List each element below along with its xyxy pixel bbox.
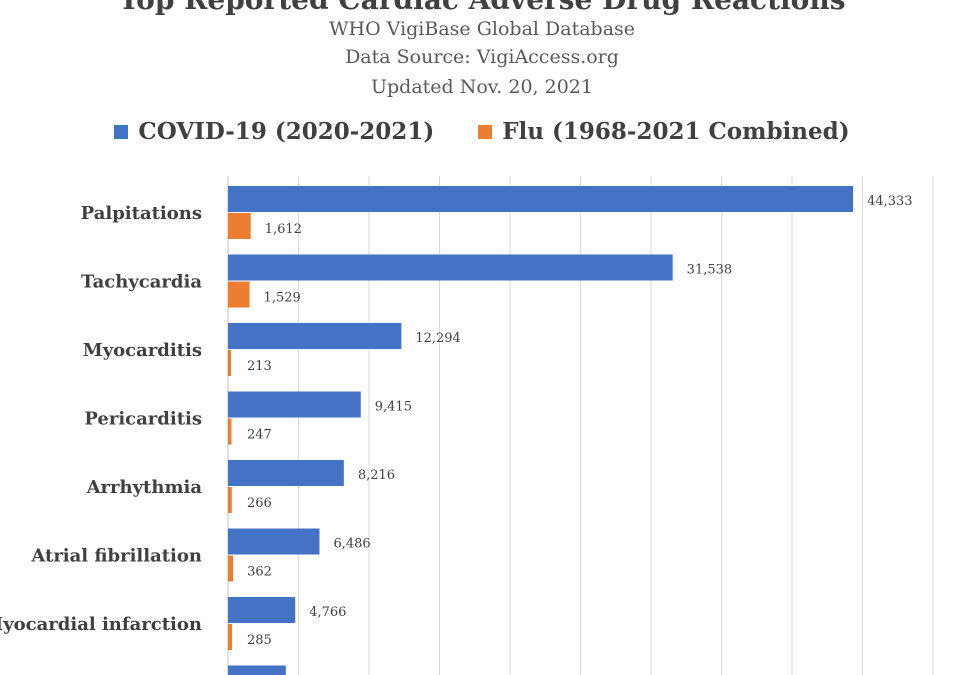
value-label-flu: 362 bbox=[247, 565, 272, 580]
legend-item-covid: COVID-19 (2020-2021) bbox=[114, 118, 434, 145]
value-label-covid: 12,294 bbox=[415, 331, 461, 346]
chart-subtitle-source: Data Source: VigiAccess.org bbox=[345, 46, 619, 68]
category-label: Arrhythmia bbox=[86, 477, 203, 498]
bar-covid bbox=[228, 254, 673, 281]
bar-flu bbox=[228, 350, 232, 376]
value-label-covid: 6,486 bbox=[333, 537, 370, 552]
bar-covid bbox=[228, 597, 296, 623]
category-label: Myocarditis bbox=[83, 340, 202, 361]
category-label: Tachycardia bbox=[81, 272, 202, 293]
value-label-covid: 9,415 bbox=[375, 400, 412, 415]
bar-flu bbox=[228, 624, 233, 650]
legend-label-covid: COVID-19 (2020-2021) bbox=[138, 118, 435, 145]
bar-covid bbox=[228, 528, 320, 555]
value-label-covid: 31,538 bbox=[687, 263, 733, 278]
category-label: Myocardial infarction bbox=[0, 614, 202, 635]
bar-flu bbox=[228, 213, 251, 239]
value-label-covid: 44,333 bbox=[867, 194, 913, 209]
value-label-flu: 1,529 bbox=[264, 291, 301, 306]
bar-covid-partial bbox=[228, 665, 286, 675]
value-label-flu: 247 bbox=[247, 428, 272, 443]
bar-flu bbox=[228, 418, 232, 445]
category-label: Palpitations bbox=[81, 203, 202, 224]
bar-covid bbox=[228, 391, 361, 418]
value-label-flu: 213 bbox=[247, 359, 272, 374]
value-label-covid: 4,766 bbox=[309, 605, 346, 620]
bar-covid bbox=[228, 323, 402, 349]
chart-subtitle-database: WHO VigiBase Global Database bbox=[328, 18, 636, 40]
chart-legend: COVID-19 (2020-2021) Flu (1968-2021 Comb… bbox=[0, 118, 964, 145]
chart-title: Top Reported Cardiac Adverse Drug Reacti… bbox=[0, 0, 964, 16]
bar-flu bbox=[228, 487, 232, 513]
category-label: Pericarditis bbox=[84, 409, 202, 430]
bar-covid bbox=[228, 186, 854, 212]
chart-subtitle-updated: Updated Nov. 20, 2021 bbox=[371, 76, 593, 98]
legend-label-flu: Flu (1968-2021 Combined) bbox=[502, 118, 850, 145]
legend-item-flu: Flu (1968-2021 Combined) bbox=[478, 118, 850, 145]
value-label-flu: 285 bbox=[247, 633, 272, 648]
legend-swatch-flu bbox=[478, 124, 493, 139]
value-label-flu: 1,612 bbox=[265, 222, 302, 237]
value-label-covid: 8,216 bbox=[358, 468, 395, 483]
category-label: Atrial fibrillation bbox=[30, 546, 202, 567]
bar-flu bbox=[228, 281, 250, 308]
legend-swatch-covid bbox=[114, 124, 129, 139]
bar-covid bbox=[228, 460, 344, 486]
value-label-flu: 266 bbox=[247, 496, 272, 511]
bar-flu bbox=[228, 555, 234, 582]
